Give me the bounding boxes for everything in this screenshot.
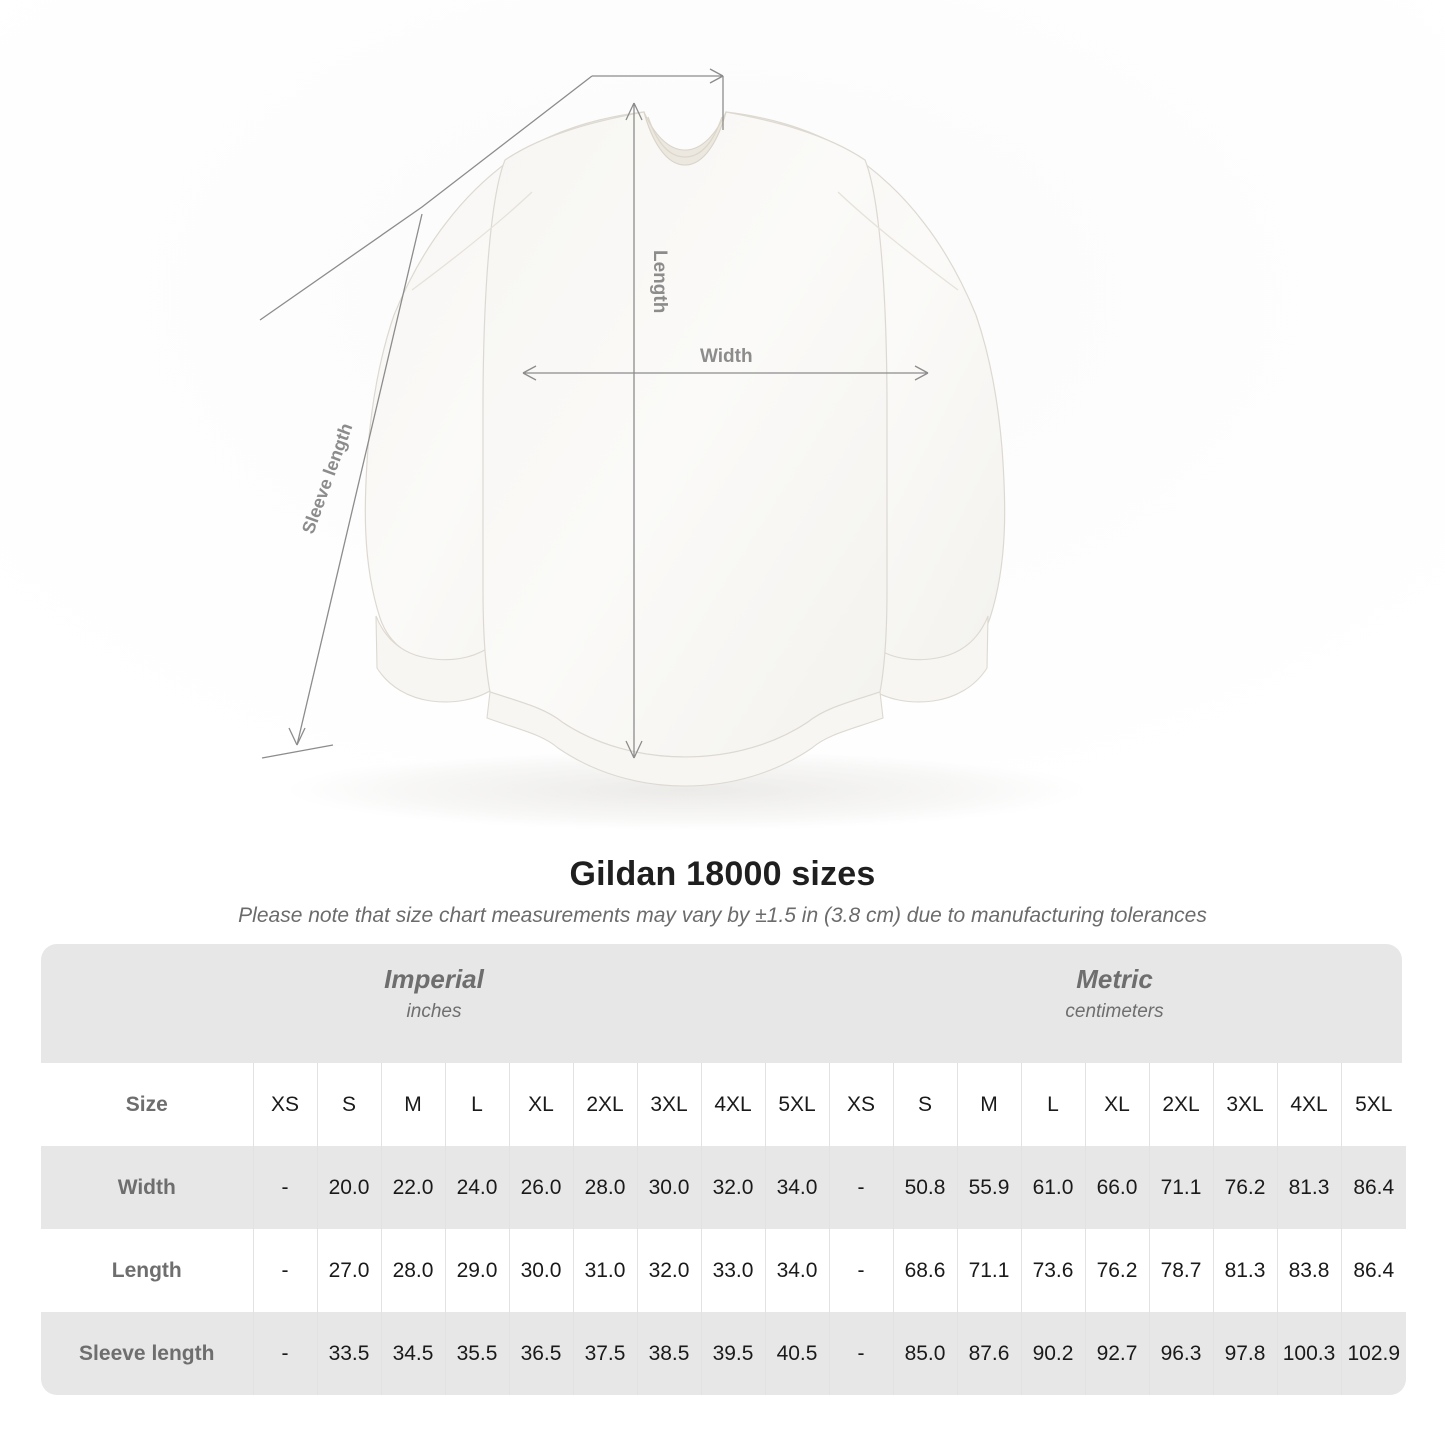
svg-text:Length: Length [649,250,670,313]
svg-text:Width: Width [700,346,753,367]
